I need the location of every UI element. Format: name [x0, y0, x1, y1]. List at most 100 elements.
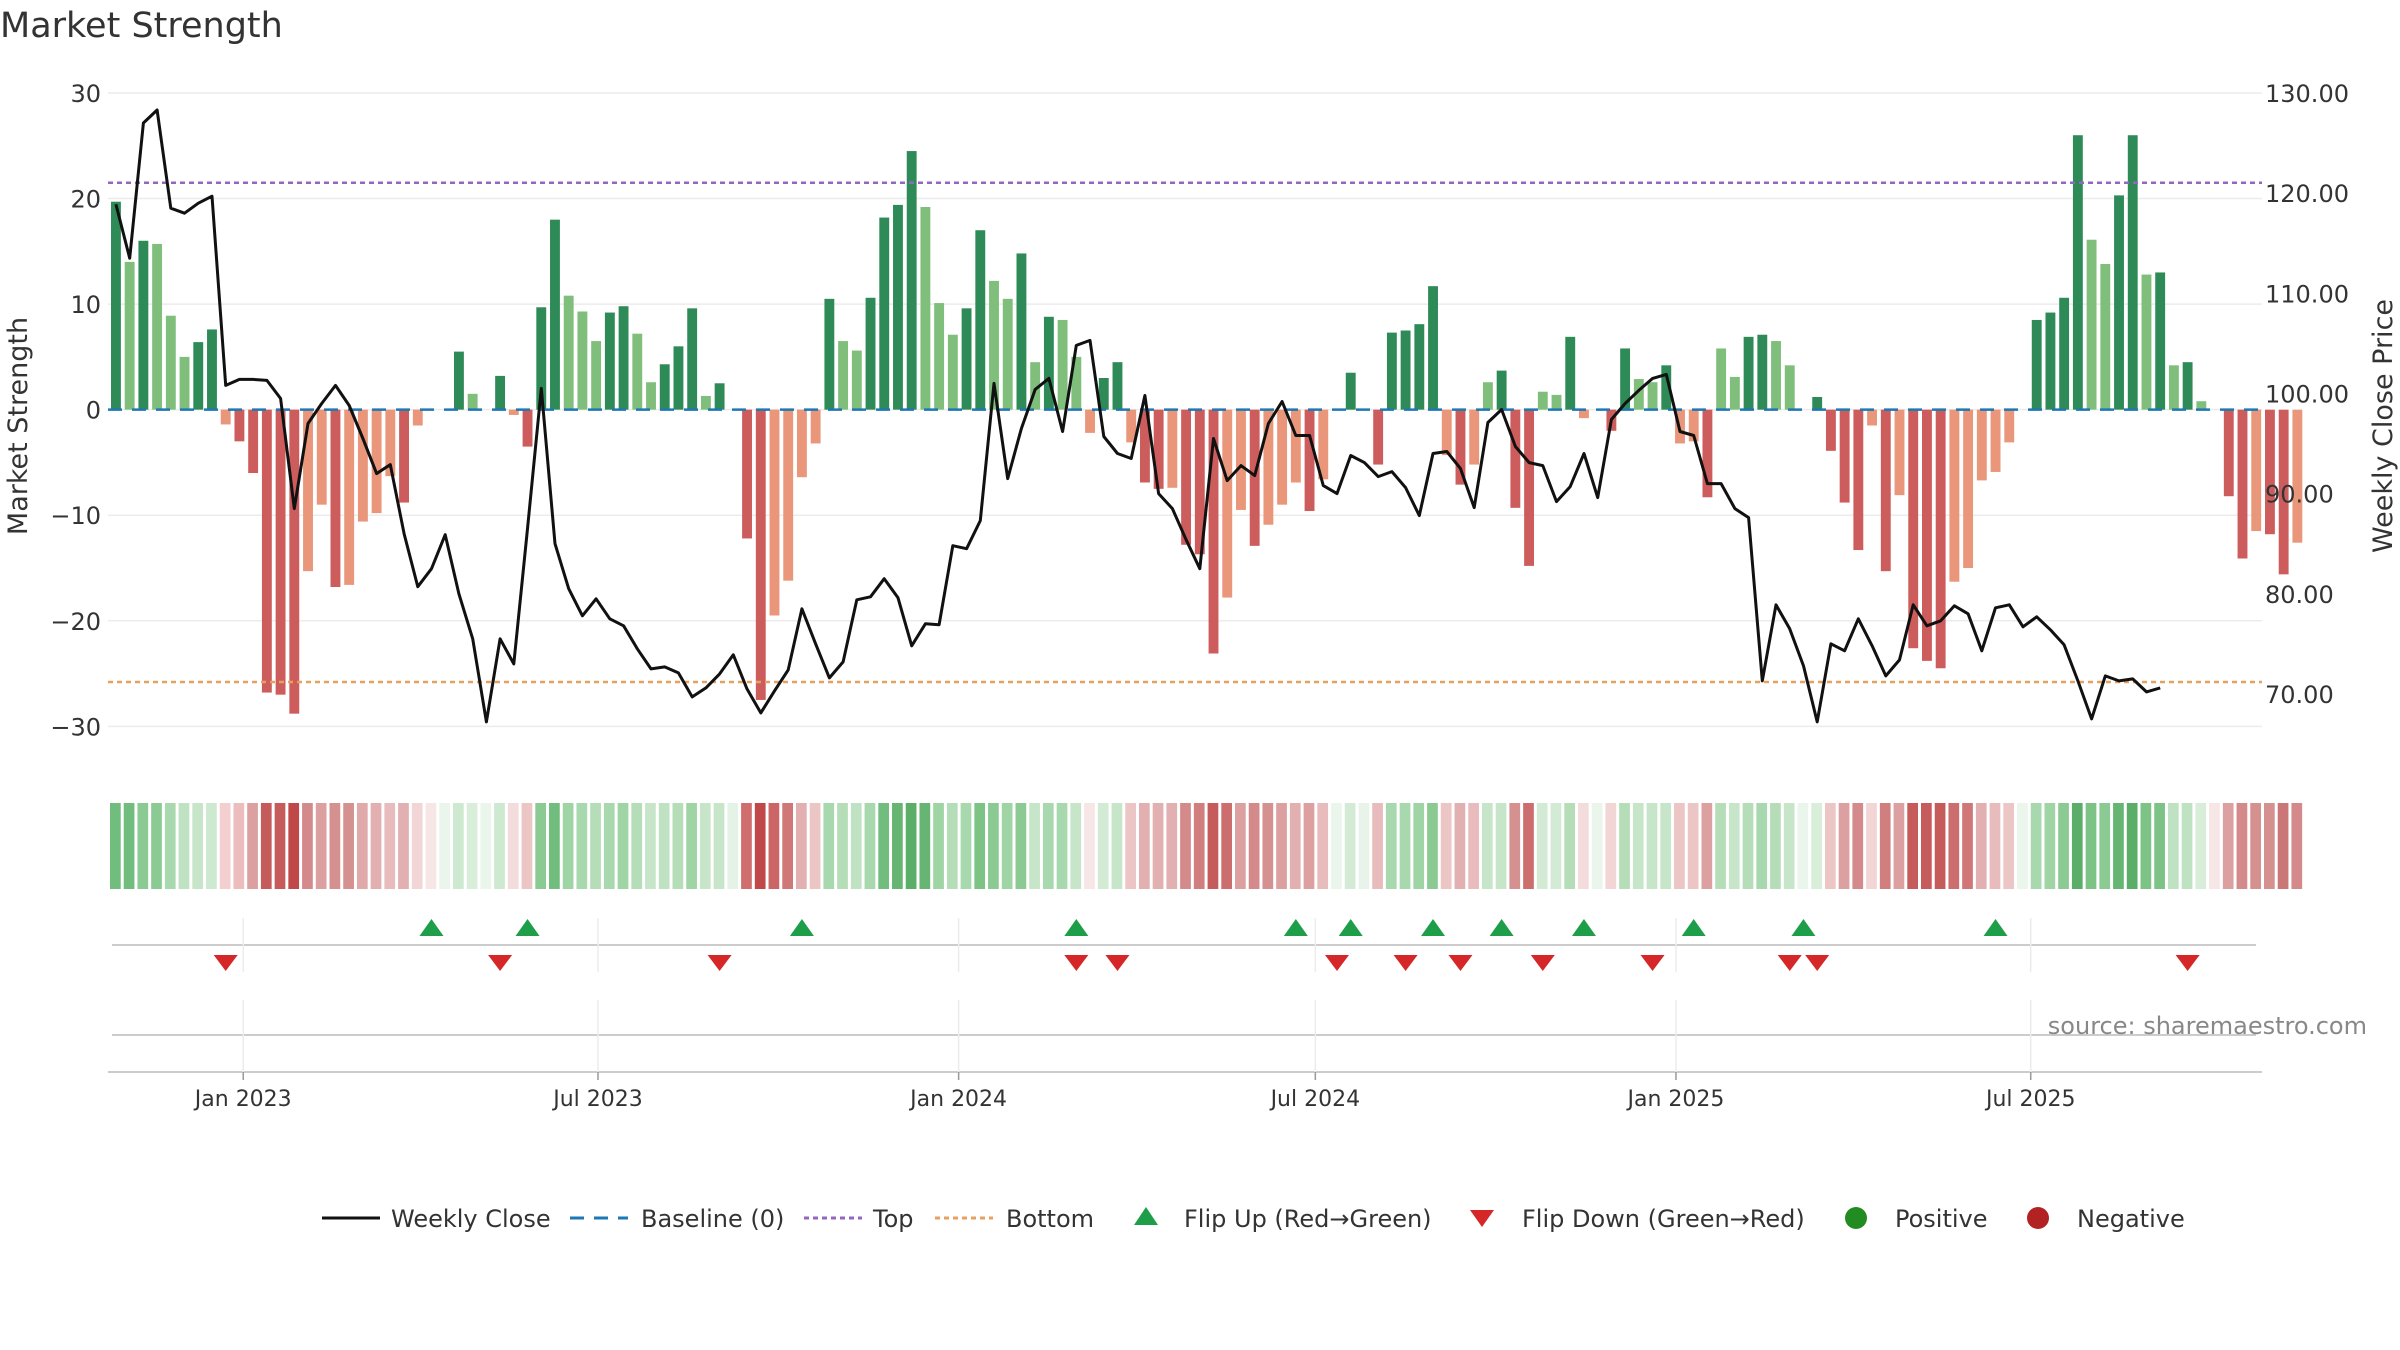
right-axis-ticks: 130.00 120.00 110.00 100.00 90.00 80.00 70.00 — [2265, 80, 2349, 709]
heat-cell — [1427, 803, 1438, 889]
heat-cell — [535, 803, 547, 889]
chart-title: Market Strength — [0, 6, 283, 46]
heat-cell — [1180, 803, 1191, 889]
heat-cell — [1289, 803, 1301, 889]
negative-bar — [275, 409, 286, 695]
heat-cell — [1303, 803, 1315, 889]
negative-bar — [2292, 409, 2303, 543]
left-tick-label: −20 — [50, 608, 101, 636]
flip-up-marker — [1064, 919, 1089, 936]
negative-bar — [2251, 409, 2262, 532]
heat-cell — [123, 803, 135, 889]
negative-bar — [1990, 409, 2001, 472]
negative-bar — [508, 409, 519, 415]
heat-cell — [302, 803, 313, 889]
negative-bar — [742, 409, 752, 539]
heat-cell — [1221, 803, 1233, 889]
legend-label: Top — [872, 1205, 914, 1233]
negative-bar — [2265, 409, 2275, 535]
heat-cell — [1070, 803, 1082, 889]
heat-cell — [1907, 803, 1919, 889]
positive-bar — [975, 230, 986, 410]
heat-cell — [2167, 803, 2179, 889]
heat-cell — [1358, 803, 1370, 889]
negative-bar — [1510, 409, 1521, 508]
positive-bar — [138, 240, 149, 410]
heat-cell — [164, 803, 176, 889]
positive-bar — [824, 298, 835, 410]
positive-bar — [2114, 195, 2124, 410]
heat-cell — [960, 803, 972, 889]
flip-down-marker — [1393, 955, 1418, 971]
positive-bar — [2196, 401, 2207, 410]
right-tick-label: 110.00 — [2265, 280, 2349, 308]
heat-cell — [741, 803, 752, 889]
positive-bar — [165, 315, 176, 410]
heat-cell — [1989, 803, 2001, 889]
positive-bar — [1482, 382, 1493, 410]
negative-bar — [1524, 409, 1535, 566]
right-tick-label: 100.00 — [2265, 380, 2349, 408]
state-heatstrip — [110, 803, 2303, 889]
heat-cell — [1962, 803, 1973, 889]
right-tick-label: 90.00 — [2265, 481, 2334, 509]
right-tick-label: 130.00 — [2265, 80, 2349, 108]
positive-bar — [1565, 336, 1576, 410]
positive-bar — [1729, 376, 1740, 410]
heat-cell — [384, 803, 396, 889]
positive-bar — [1743, 336, 1754, 410]
positive-bar — [1771, 341, 1781, 410]
heat-cell — [1742, 803, 1754, 889]
heat-cell — [864, 803, 876, 889]
left-tick-label: 10 — [70, 291, 101, 319]
negative-bar — [234, 409, 245, 442]
heat-cell — [713, 803, 725, 889]
heat-cell — [1934, 803, 1946, 889]
negative-bar — [248, 409, 259, 473]
positive-bar — [591, 341, 602, 410]
positive-bar — [550, 219, 560, 410]
positive-bar — [714, 383, 725, 410]
heat-cell — [658, 803, 670, 889]
heat-cell — [2126, 803, 2138, 889]
heat-cell — [1344, 803, 1356, 889]
legend-label: Weekly Close — [391, 1205, 551, 1233]
heat-cell — [110, 803, 121, 889]
negative-bar — [1126, 409, 1137, 443]
heat-cell — [2264, 803, 2275, 889]
gridlines — [108, 92, 2262, 728]
negative-bar — [522, 409, 533, 447]
negative-bar — [371, 409, 382, 514]
legend-swatch-flip-up — [1134, 1207, 1158, 1225]
positive-bar — [124, 261, 135, 410]
heat-cell — [1042, 803, 1054, 889]
heat-cell — [1783, 803, 1795, 889]
flip-down-marker — [1448, 955, 1473, 971]
positive-bar — [934, 303, 945, 410]
heat-cell — [2030, 803, 2042, 889]
flip-down-marker — [1530, 955, 1555, 971]
heat-cell — [2017, 803, 2028, 889]
heat-cell — [1523, 803, 1534, 889]
flip-markers — [112, 919, 2256, 971]
positive-bar — [2155, 272, 2166, 410]
heat-cell — [2113, 803, 2124, 889]
heat-cell — [603, 803, 615, 889]
heat-cell — [727, 803, 739, 889]
positive-bar — [1016, 253, 1027, 410]
heat-cell — [2209, 803, 2220, 889]
heat-cell — [905, 803, 917, 889]
close-line-layer — [114, 108, 2161, 724]
negative-bar — [1304, 409, 1315, 511]
negative-bar — [2004, 409, 2015, 443]
flip-up-marker — [1983, 919, 2008, 936]
x-axis: Jan 2023 Jul 2023 Jan 2024 Jul 2024 Jan 2025… — [108, 918, 2262, 1112]
positive-bar — [906, 151, 917, 410]
heat-cell — [1440, 803, 1452, 889]
heat-cell — [1811, 803, 1822, 889]
heat-cell — [1084, 803, 1095, 889]
negative-bar — [303, 409, 313, 572]
negative-bar — [1181, 409, 1192, 545]
heat-cell — [494, 803, 505, 889]
